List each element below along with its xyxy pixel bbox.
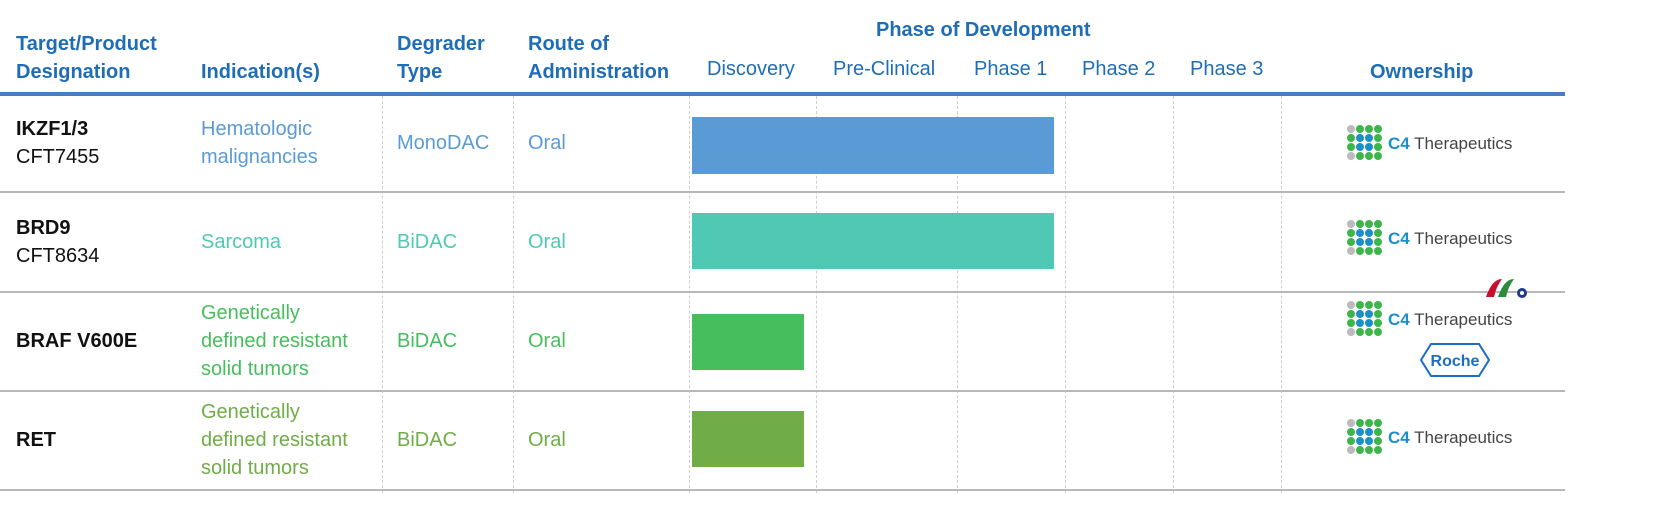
- phase-2: Phase 2: [1082, 58, 1156, 80]
- c4-therapeutics-logo: C4 Therapeutics: [1346, 124, 1521, 168]
- indication-line3: solid tumors: [201, 358, 309, 380]
- indication-line2: defined resistant: [201, 330, 348, 352]
- row-1-progress-bar: [692, 117, 1054, 174]
- target-name: BRD9: [16, 217, 71, 239]
- c4-dots-icon: [1347, 301, 1382, 336]
- phase-3: Phase 3: [1190, 58, 1264, 80]
- indication-line1: Genetically: [201, 302, 300, 324]
- c4-logo-text: C4 Therapeutics: [1388, 428, 1513, 447]
- row-2-target: BRD9 CFT8634: [16, 214, 99, 270]
- indication-line3: solid tumors: [201, 457, 309, 479]
- row-3-route: Oral: [528, 330, 566, 352]
- c4-logo-text: C4 Therapeutics: [1388, 229, 1513, 248]
- header-route-line1: Route of: [528, 33, 610, 55]
- roche-logo-text: Roche: [1431, 353, 1480, 370]
- c4-logo-text: C4 Therapeutics: [1388, 134, 1513, 153]
- header-route: Route of Administration: [528, 30, 669, 86]
- row-2-progress-bar: [692, 213, 1054, 269]
- col-sep: [689, 96, 690, 493]
- row-divider: [0, 291, 1565, 293]
- header-target-line2: Designation: [16, 61, 131, 83]
- row-3-target: BRAF V600E: [16, 330, 138, 352]
- indication-line1: Genetically: [201, 401, 300, 423]
- header-indication: Indication(s): [201, 61, 320, 83]
- col-sep: [816, 96, 817, 493]
- c4-therapeutics-logo: C4 Therapeutics: [1346, 219, 1521, 263]
- row-divider: [0, 489, 1565, 491]
- c4-dots-icon: [1347, 220, 1382, 255]
- col-sep: [513, 96, 514, 493]
- row-1-target: IKZF1/3 CFT7455: [16, 115, 99, 171]
- header-divider: [0, 92, 1565, 96]
- col-sep: [1281, 96, 1282, 493]
- phase-1: Phase 1: [974, 58, 1048, 80]
- c4-dots-icon: [1347, 419, 1382, 454]
- col-sep: [382, 96, 383, 493]
- row-3-indication: Genetically defined resistant solid tumo…: [201, 299, 348, 383]
- indication-line2: defined resistant: [201, 429, 348, 451]
- header-degrader-line1: Degrader: [397, 33, 485, 55]
- header-degrader-line2: Type: [397, 61, 443, 83]
- c4-logo-text: C4 Therapeutics: [1388, 310, 1513, 329]
- row-1-indication: Hematologic malignancies: [201, 115, 318, 171]
- c4-therapeutics-logo: C4 Therapeutics: [1346, 300, 1521, 344]
- row-1-route: Oral: [528, 132, 566, 154]
- header-ownership: Ownership: [1370, 61, 1474, 83]
- row-2-indication: Sarcoma: [201, 231, 282, 253]
- row-4-indication: Genetically defined resistant solid tumo…: [201, 398, 348, 482]
- c4-therapeutics-logo: C4 Therapeutics: [1346, 418, 1521, 462]
- indication-line2: malignancies: [201, 146, 318, 168]
- phase-discovery: Discovery: [707, 58, 795, 80]
- roche-logo: Roche: [1419, 343, 1491, 377]
- row-4-degrader: BiDAC: [397, 429, 458, 451]
- row-divider: [0, 191, 1565, 193]
- header-target-line1: Target/Product: [16, 33, 157, 55]
- header-phase-title: Phase of Development: [876, 19, 1091, 41]
- row-4-target: RET: [16, 429, 56, 451]
- row-4-progress-bar: [692, 411, 804, 467]
- row-3-progress-bar: [692, 314, 804, 370]
- col-sep: [1065, 96, 1066, 493]
- header-degrader: Degrader Type: [397, 30, 485, 86]
- watermark-icon: [1486, 279, 1527, 298]
- header-route-line2: Administration: [528, 61, 670, 83]
- row-4-route: Oral: [528, 429, 566, 451]
- row-3-degrader: BiDAC: [397, 330, 458, 352]
- col-sep: [1173, 96, 1174, 493]
- target-name: IKZF1/3: [16, 118, 89, 140]
- indication-line1: Hematologic: [201, 118, 313, 140]
- product-code: CFT7455: [16, 146, 100, 168]
- row-divider: [0, 390, 1565, 392]
- col-sep: [957, 96, 958, 493]
- row-2-route: Oral: [528, 231, 566, 253]
- phase-preclinical: Pre-Clinical: [833, 58, 936, 80]
- c4-dots-icon: [1347, 125, 1382, 160]
- header-target: Target/Product Designation: [16, 30, 157, 86]
- row-1-degrader: MonoDAC: [397, 132, 490, 154]
- product-code: CFT8634: [16, 245, 100, 267]
- row-2-degrader: BiDAC: [397, 231, 458, 253]
